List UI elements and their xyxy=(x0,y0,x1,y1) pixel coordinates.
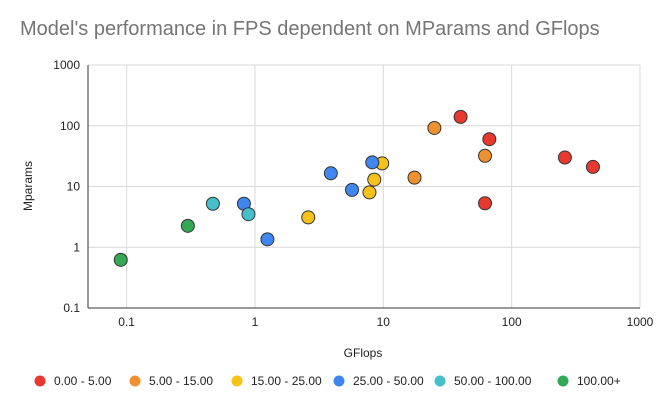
legend-label: 5.00 - 15.00 xyxy=(149,374,213,388)
legend-item: 25.00 - 50.00 xyxy=(333,374,424,388)
x-tick-label: 0.1 xyxy=(118,315,135,329)
legend-item: 15.00 - 25.00 xyxy=(231,374,322,388)
data-points xyxy=(113,109,600,267)
y-tick-label: 1000 xyxy=(53,58,80,72)
x-axis-label: GFlops xyxy=(344,346,383,360)
x-tick-label: 100 xyxy=(502,315,522,329)
legend-label: 0.00 - 5.00 xyxy=(54,374,112,388)
data-point-series-3 xyxy=(344,182,359,197)
data-point-series-3 xyxy=(365,155,380,170)
legend-marker xyxy=(557,375,569,387)
data-point-series-0 xyxy=(482,132,497,147)
grid-lines xyxy=(88,64,641,308)
data-point-series-1 xyxy=(407,170,422,185)
data-point-series-0 xyxy=(478,196,493,211)
legend-item: 50.00 - 100.00 xyxy=(434,374,532,388)
y-tick-label: 0.1 xyxy=(63,301,80,315)
axes xyxy=(87,65,640,309)
legend-marker xyxy=(231,375,243,387)
data-point-series-5 xyxy=(113,252,128,267)
legend-marker xyxy=(34,375,46,387)
chart-title: Model's performance in FPS dependent on … xyxy=(20,18,600,40)
data-point-series-0 xyxy=(453,109,468,124)
legend-label: 15.00 - 25.00 xyxy=(251,374,322,388)
legend-label: 50.00 - 100.00 xyxy=(454,374,532,388)
legend-label: 25.00 - 50.00 xyxy=(353,374,424,388)
data-point-series-0 xyxy=(585,159,600,174)
data-point-series-3 xyxy=(323,166,338,181)
y-tick-label: 100 xyxy=(60,119,80,133)
data-point-series-2 xyxy=(367,172,382,187)
data-point-series-2 xyxy=(301,210,316,225)
legend-marker xyxy=(333,375,345,387)
data-point-series-1 xyxy=(478,148,493,163)
data-point-series-2 xyxy=(362,185,377,200)
y-axis-label: Mparams xyxy=(21,161,35,211)
legend-item: 100.00+ xyxy=(557,374,621,388)
data-point-series-5 xyxy=(180,218,195,233)
x-tick-label: 1000 xyxy=(627,315,654,329)
legend: 0.00 - 5.00 5.00 - 15.00 15.00 - 25.00 25.0… xyxy=(34,374,621,388)
legend-label: 100.00+ xyxy=(577,374,621,388)
data-point-series-4 xyxy=(241,207,256,222)
legend-item: 0.00 - 5.00 xyxy=(34,374,112,388)
data-point-series-1 xyxy=(427,120,442,135)
tick-labels: 0.1 1 10 100 1000 0.1 1 10 100 1000 xyxy=(53,58,653,329)
y-tick-label: 10 xyxy=(67,180,81,194)
legend-item: 5.00 - 15.00 xyxy=(129,374,213,388)
legend-marker xyxy=(434,375,446,387)
x-tick-label: 1 xyxy=(252,315,259,329)
legend-marker xyxy=(129,375,141,387)
y-tick-label: 1 xyxy=(73,240,80,254)
data-point-series-3 xyxy=(260,232,275,247)
data-point-series-0 xyxy=(557,150,572,165)
x-tick-label: 10 xyxy=(377,315,391,329)
data-point-series-4 xyxy=(205,196,220,211)
